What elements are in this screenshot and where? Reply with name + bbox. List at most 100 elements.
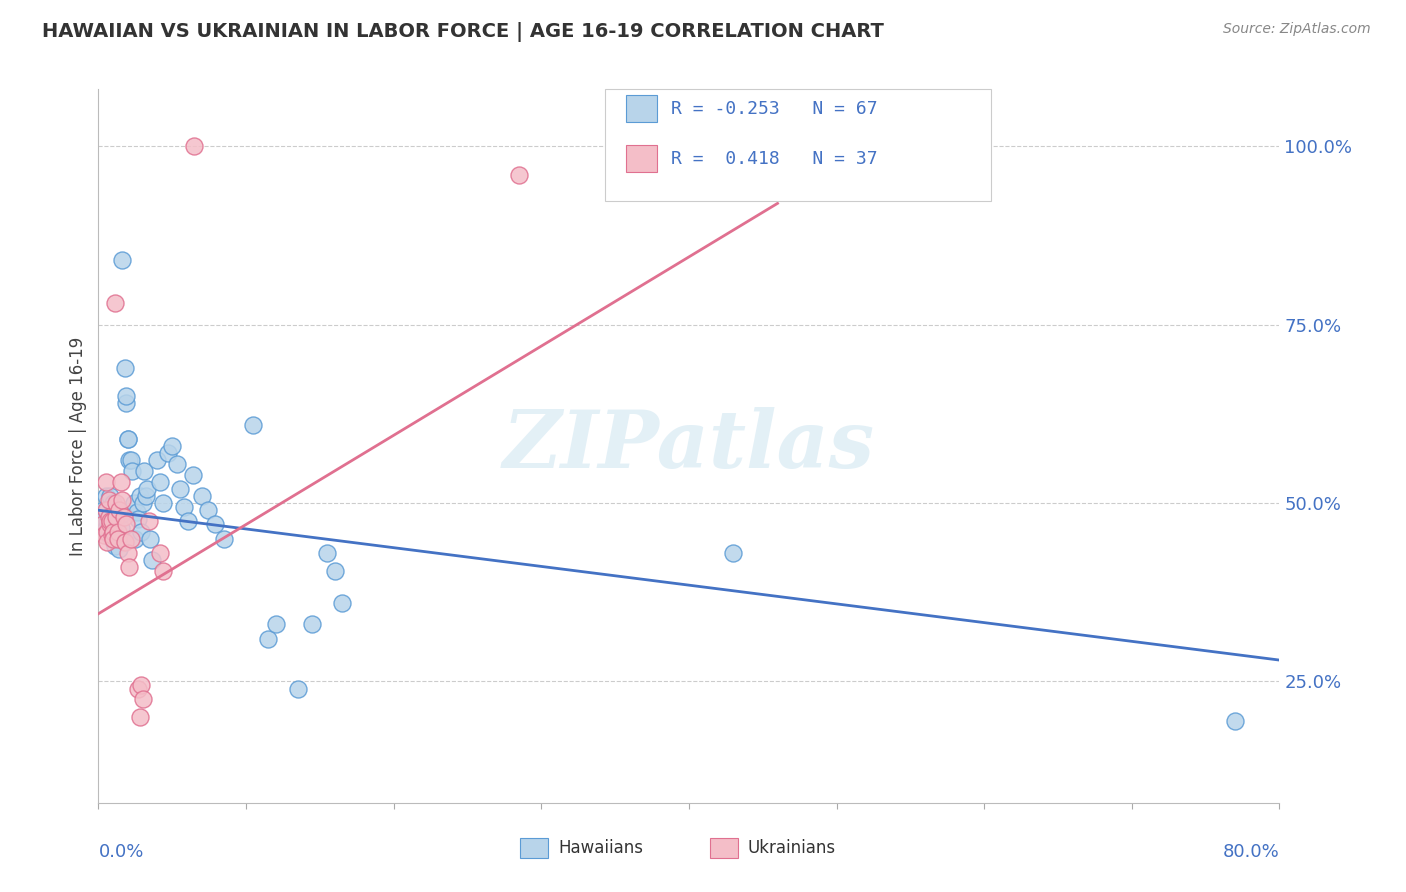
Point [104,514,127,528]
Point [110,521,132,535]
Point [127,681,149,696]
Text: 80.0%: 80.0% [1223,843,1279,861]
Point [100,514,122,528]
Point [129,524,152,539]
Point [94,503,117,517]
Point [128,489,150,503]
Point [105,510,128,524]
Point [105,528,128,542]
Point [96,503,118,517]
Point [98,489,121,503]
Point [122,496,145,510]
Point [127,512,149,526]
Point [152,564,174,578]
Point [323,564,346,578]
Point [94,521,117,535]
Point [117,432,139,446]
Point [242,417,264,432]
Point [93,528,115,542]
Point [141,553,163,567]
Point [114,360,136,375]
Point [97,510,120,524]
Point [204,517,226,532]
Point [125,505,148,519]
Point [103,510,125,524]
Point [162,439,183,453]
Point [264,617,287,632]
Point [97,510,120,524]
Point [105,496,128,510]
Text: ZIPatlas: ZIPatlas [503,408,875,484]
Point [100,517,122,532]
Point [100,532,122,546]
Point [108,503,131,517]
Point [152,496,174,510]
Point [183,139,205,153]
Point [257,632,280,646]
Text: R = -0.253   N = 67: R = -0.253 N = 67 [671,100,877,118]
Point [97,492,120,507]
Point [115,396,138,410]
Point [111,253,134,268]
Point [212,532,235,546]
Point [124,532,146,546]
Text: Source: ZipAtlas.com: Source: ZipAtlas.com [1223,22,1371,37]
Point [181,467,204,482]
Y-axis label: In Labor Force | Age 16-19: In Labor Force | Age 16-19 [69,336,87,556]
Point [115,517,138,532]
Point [508,168,530,182]
Point [149,475,172,489]
Point [129,678,152,692]
Point [117,546,139,560]
Point [110,475,132,489]
Point [136,482,159,496]
Point [191,489,214,503]
Point [156,446,179,460]
Point [98,517,121,532]
Text: R =  0.418   N = 37: R = 0.418 N = 37 [671,150,877,168]
Point [173,500,195,514]
Point [169,482,191,496]
Point [134,464,156,478]
Point [98,514,121,528]
Point [93,512,115,526]
Point [330,596,353,610]
Point [103,524,125,539]
Point [721,546,744,560]
Point [96,535,118,549]
Point [100,528,122,542]
Point [132,692,155,706]
Point [105,503,128,517]
Point [287,681,309,696]
Point [166,457,188,471]
Point [107,532,129,546]
Point [149,546,172,560]
Point [121,464,143,478]
Point [120,532,142,546]
Text: HAWAIIAN VS UKRAINIAN IN LABOR FORCE | AGE 16-19 CORRELATION CHART: HAWAIIAN VS UKRAINIAN IN LABOR FORCE | A… [42,22,884,42]
Point [117,432,139,446]
Point [128,710,150,724]
Point [197,503,219,517]
Point [94,489,117,503]
Point [135,489,157,503]
Point [139,532,162,546]
Point [103,532,125,546]
Point [118,453,141,467]
Point [91,503,114,517]
Point [98,524,121,539]
Point [94,475,117,489]
Point [177,514,200,528]
Point [115,389,138,403]
Point [104,296,127,310]
Point [111,507,134,521]
Point [146,453,169,467]
Point [96,514,118,528]
Point [107,532,129,546]
Point [103,496,125,510]
Text: 0.0%: 0.0% [98,843,143,861]
Point [301,617,323,632]
Point [1223,714,1246,728]
Point [120,453,142,467]
Text: Hawaiians: Hawaiians [558,839,643,857]
